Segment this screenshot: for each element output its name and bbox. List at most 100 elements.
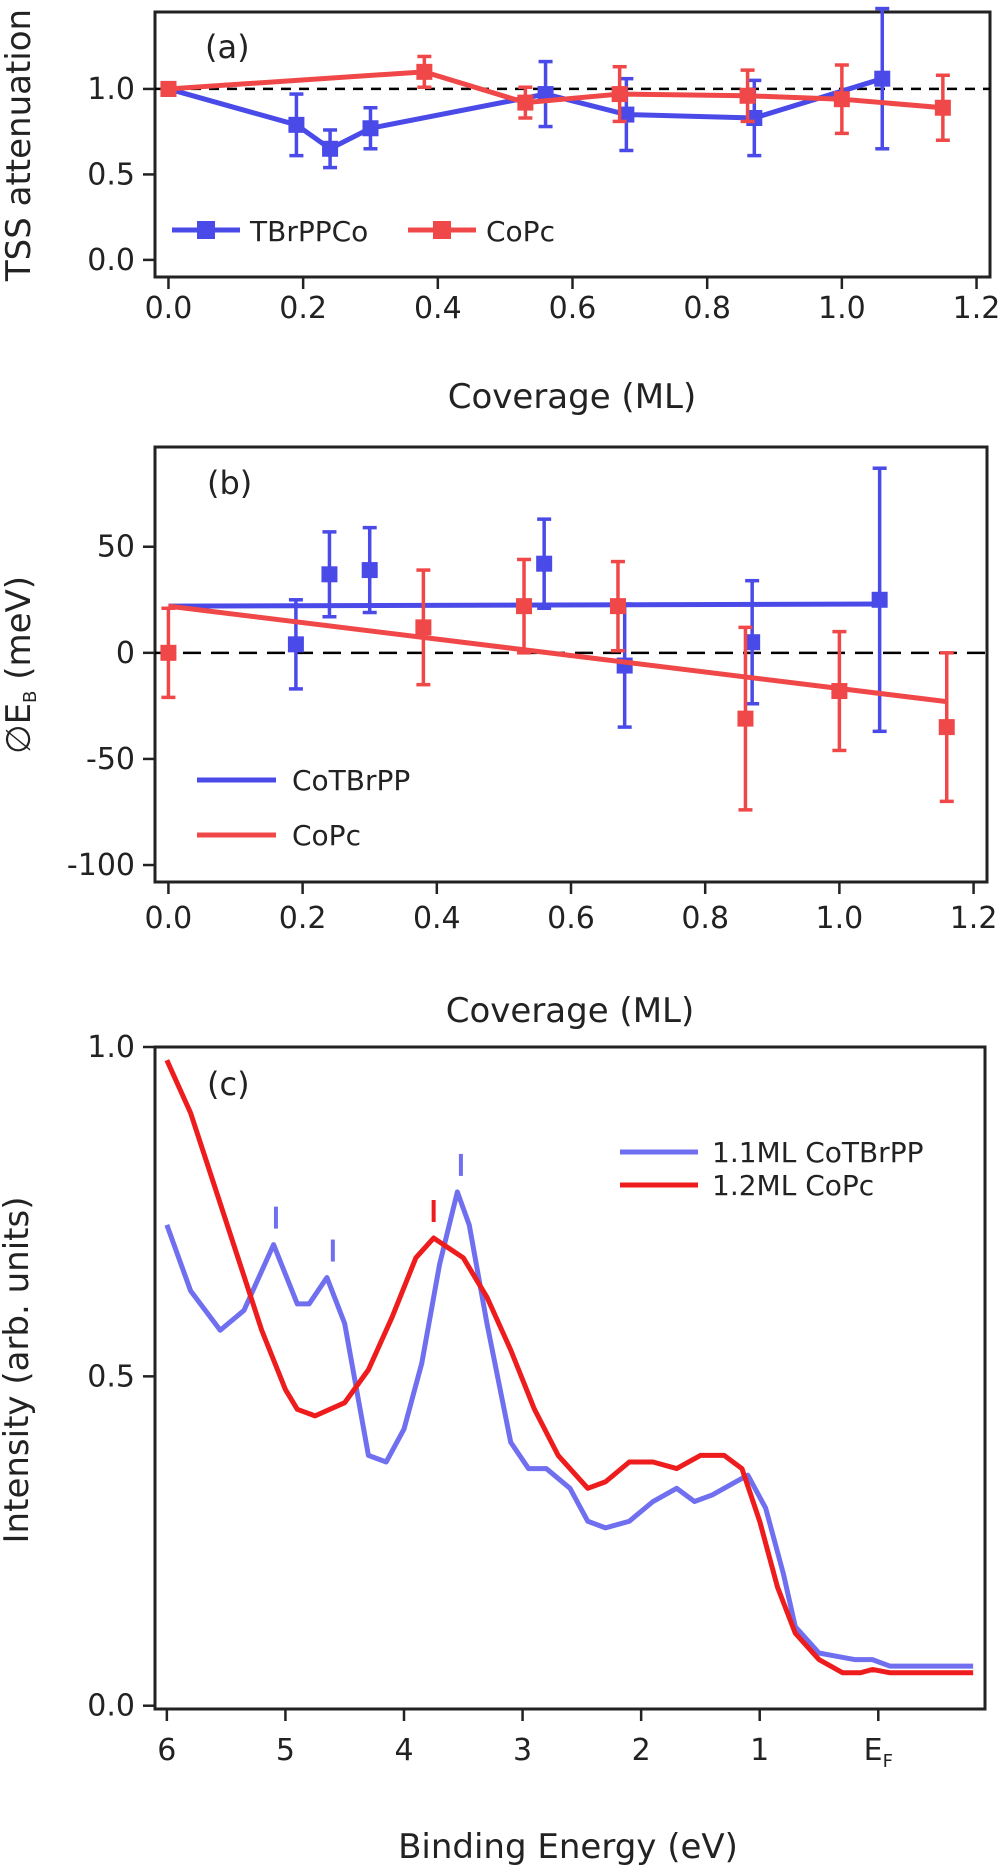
x-tick-label: 0.6	[549, 291, 597, 326]
x-tick-label: 1.2	[950, 901, 998, 936]
data-point	[416, 63, 433, 80]
x-tick-label: 1.0	[816, 901, 864, 936]
x-tick-label: 5	[276, 1733, 295, 1768]
fit-line	[168, 603, 948, 705]
panel-b-y-axis-label-main: ∅E	[0, 703, 39, 754]
panel-c-legend-label-1: 1.1ML CoTBrPP	[712, 1136, 923, 1169]
panel-b-label: (b)	[207, 464, 252, 502]
panel-a: (a) 0.0 0.2 0.4 0.6 0.8 1.0 1.2 0.0 0.5 1.0 Cove…	[0, 6, 1001, 417]
panel-a-y-ticks: 0.0 0.5 1.0	[87, 72, 155, 278]
x-tick-label: 0.8	[681, 901, 729, 936]
data-point	[609, 598, 626, 615]
y-tick-label: 0.5	[87, 1359, 135, 1394]
x-tick-label: 4	[394, 1733, 413, 1768]
series-1-1ml-cotbrpp	[164, 1189, 974, 1669]
panel-c-legend-label-2: 1.2ML CoPc	[712, 1169, 874, 1202]
x-tick-label: 3	[513, 1733, 532, 1768]
panel-b-y-axis-label-sub: B	[20, 691, 41, 703]
panel-a-x-ticks: 0.0 0.2 0.4 0.6 0.8 1.0 1.2	[145, 277, 1001, 326]
spectrum-line	[164, 1059, 974, 1676]
data-point	[536, 555, 553, 572]
data-point	[874, 70, 891, 87]
panel-b-y-axis-label: ∅EB (meV)	[0, 576, 41, 754]
data-point	[739, 87, 756, 104]
panel-a-y-axis-label: TSS attenuation	[0, 9, 39, 282]
x-tick-label: 0.6	[547, 901, 595, 936]
panel-c-frame	[153, 1045, 987, 1711]
y-tick-label: -100	[67, 848, 135, 883]
y-tick-label: 50	[97, 530, 135, 565]
data-point	[415, 619, 432, 636]
x-tick-label: 6	[157, 1733, 176, 1768]
x-tick-label: 0.0	[145, 291, 193, 326]
panel-c-label: (c)	[207, 1065, 250, 1103]
x-tick-label: 1	[750, 1733, 769, 1768]
x-tick-label: 1.0	[818, 291, 866, 326]
panel-a-x-axis-label: Coverage (ML)	[448, 377, 697, 417]
panel-a-legend-label-2: CoPc	[486, 215, 555, 248]
y-tick-label: 0.0	[87, 243, 135, 278]
data-point	[744, 634, 761, 651]
panel-c-x-axis-label: Binding Energy (eV)	[398, 1827, 738, 1866]
data-point	[517, 94, 534, 111]
data-point	[737, 710, 754, 727]
x-tick-label: 0.4	[414, 291, 462, 326]
data-point	[288, 116, 305, 133]
spectrum-line	[164, 1189, 974, 1669]
panel-c-peak-markers	[273, 1153, 463, 1262]
data-point	[618, 106, 635, 123]
data-point	[831, 683, 848, 700]
panel-b: (b) 0.0 0.2 0.4 0.6 0.8 1.0 1.2 50 0 -50 -100 Cov…	[0, 445, 998, 1031]
data-point	[938, 719, 955, 736]
panel-b-legend: CoTBrPP CoPc	[197, 764, 410, 852]
data-point	[362, 120, 379, 137]
x-tick-label: 0.2	[279, 901, 327, 936]
panel-c: (c) 6 5 4 3 2 1 EF 0.00.51.0 Binding Energy (e…	[0, 1030, 987, 1866]
x-tick-label: 0.8	[683, 291, 731, 326]
panel-c-y-ticks: 0.0 0.5 1.0	[87, 1030, 155, 1724]
panel-b-x-ticks: 0.0 0.2 0.4 0.6 0.8 1.0 1.2	[145, 882, 998, 936]
data-point	[361, 562, 378, 579]
data-point	[160, 80, 177, 97]
panel-b-series	[160, 466, 955, 812]
panel-b-legend-label-1: CoTBrPP	[292, 764, 410, 797]
panel-a-legend: TBrPPCo CoPc	[172, 215, 555, 248]
panel-a-legend-marker-2	[433, 221, 451, 239]
series-copc	[160, 557, 955, 812]
y-tick-label: 1.0	[87, 72, 135, 107]
x-tick-label: 1.2	[953, 291, 1001, 326]
series-tbrppco	[160, 6, 891, 170]
data-point	[516, 598, 533, 615]
panel-c-series	[164, 1059, 974, 1676]
series-copc	[160, 54, 951, 142]
data-point	[611, 86, 628, 103]
panel-b-y-ticks: 50 0 -50 -100	[67, 530, 155, 883]
data-point	[934, 99, 951, 116]
data-point	[871, 591, 888, 608]
y-tick-label: 0	[116, 636, 135, 671]
x-tick-label: 0.0	[145, 901, 193, 936]
data-point	[322, 140, 339, 157]
data-point	[160, 644, 177, 661]
y-tick-label: -50	[86, 742, 135, 777]
panel-a-legend-marker-1	[197, 221, 215, 239]
panel-a-series	[160, 6, 951, 170]
x-tick-label: 2	[632, 1733, 651, 1768]
x-tick-label: 0.4	[413, 901, 461, 936]
panel-b-legend-label-2: CoPc	[292, 819, 361, 852]
data-point	[833, 91, 850, 108]
x-tick-label-sub: F	[883, 1751, 893, 1772]
data-point	[287, 636, 304, 653]
panel-c-legend: 1.1ML CoTBrPP 1.2ML CoPc	[620, 1136, 923, 1202]
panel-b-x-axis-label: Coverage (ML)	[446, 991, 695, 1031]
data-point	[321, 566, 338, 583]
panel-a-legend-label-1: TBrPPCo	[249, 215, 368, 248]
x-tick-label: 0.2	[279, 291, 327, 326]
y-tick-label: 1.0	[87, 1030, 135, 1065]
panel-c-y-axis-label: Intensity (arb. units)	[0, 1197, 37, 1544]
panel-a-label: (a)	[205, 28, 250, 66]
y-tick-label: 0.0	[87, 1689, 135, 1724]
panel-b-y-axis-label-unit: (meV)	[0, 576, 39, 691]
